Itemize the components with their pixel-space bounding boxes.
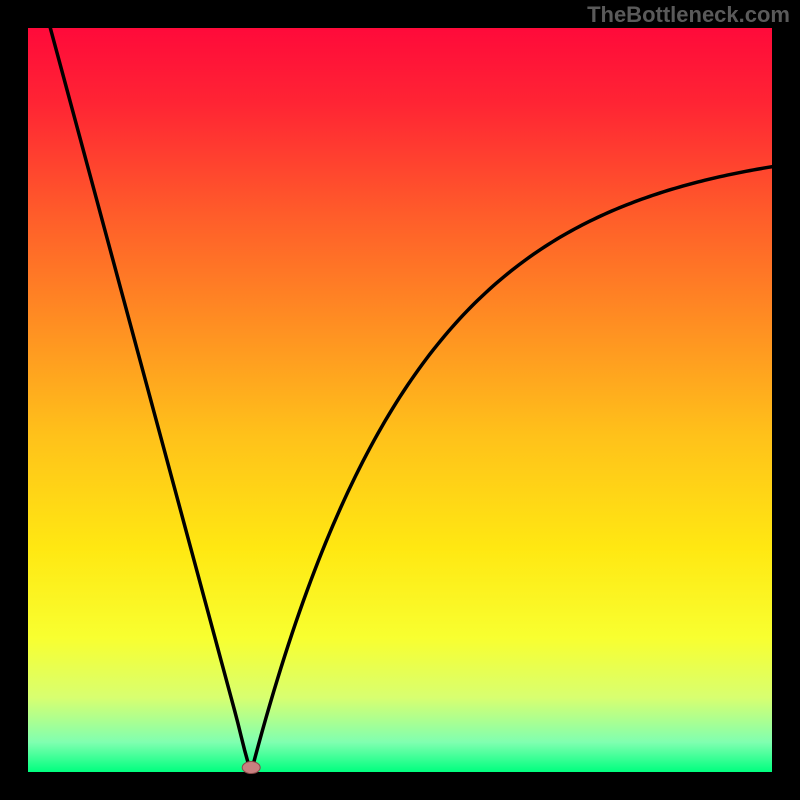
bottleneck-chart: TheBottleneck.com [0,0,800,800]
watermark-text: TheBottleneck.com [587,2,790,27]
optimal-point-marker [242,762,260,774]
chart-svg: TheBottleneck.com [0,0,800,800]
plot-background [28,28,772,772]
